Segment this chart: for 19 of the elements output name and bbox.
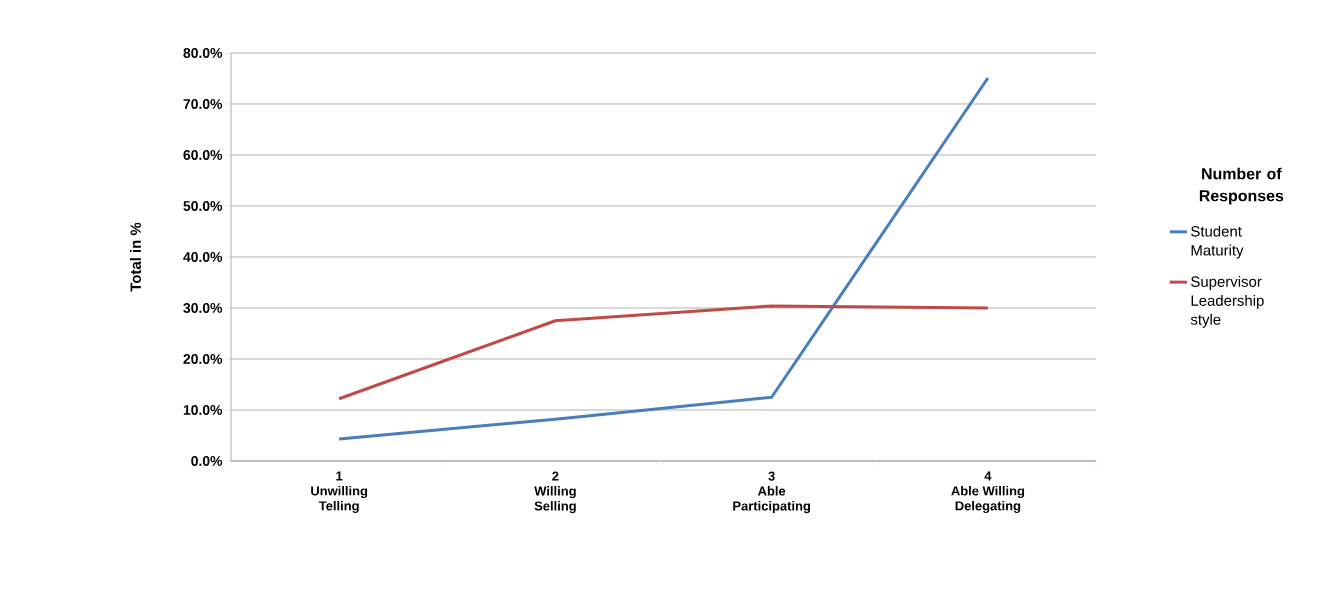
x-tick-label: 3 Able Participating (733, 471, 810, 514)
y-tick-label: 60.0% (183, 150, 223, 160)
y-tick-label: 0.0% (191, 456, 223, 466)
y-tick-label: 70.0% (183, 99, 223, 109)
x-tick-label: 4 Able Willing Delegating (951, 471, 1025, 514)
y-tick-label: 50.0% (183, 201, 223, 211)
legend-label: Supervisor Leadership style (1190, 275, 1264, 328)
x-tick-label: 1 Unwilling Telling (311, 471, 368, 514)
line-series (337, 76, 990, 441)
y-tick-label: 20.0% (183, 354, 223, 364)
x-tick-label: 2 Willing Selling (534, 471, 576, 514)
legend-label: Student Maturity (1191, 225, 1244, 259)
y-tick-label: 40.0% (183, 252, 223, 262)
y-axis-title: Total in % (130, 222, 141, 292)
y-tick-label: 80.0% (183, 48, 223, 58)
y-tick-label: 10.0% (183, 405, 223, 415)
line-series (337, 304, 990, 401)
legend-title: Number of Responses (1199, 167, 1284, 205)
y-tick-label: 30.0% (183, 303, 223, 313)
